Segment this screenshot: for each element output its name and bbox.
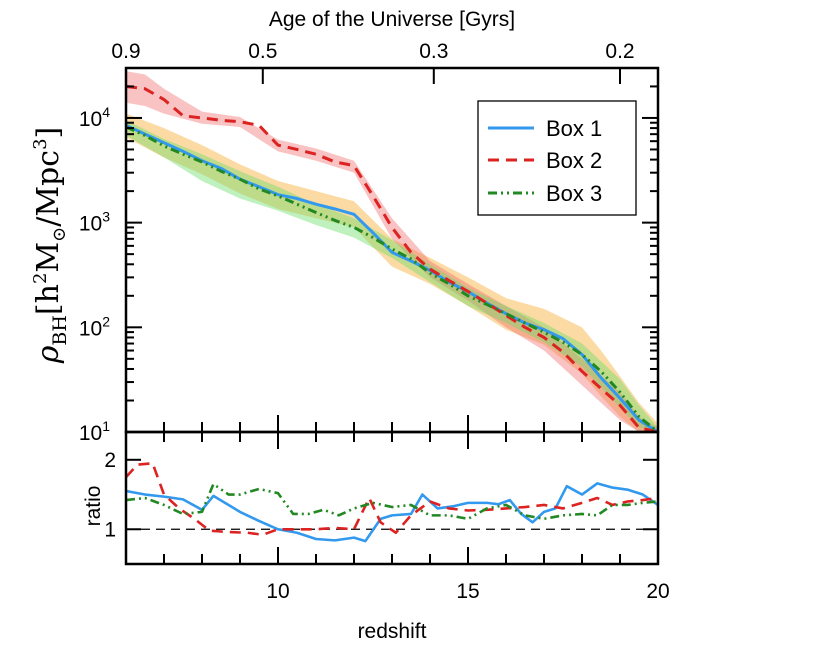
ratio-line-box-3 <box>126 482 658 521</box>
main-series-lines <box>126 84 658 432</box>
x-tick-label: 20 <box>646 580 669 603</box>
top-tick-label: 0.5 <box>248 40 277 63</box>
y-label-sub: BH <box>49 315 71 346</box>
series-line-box-1 <box>126 123 658 432</box>
y-label-odot: ⊙ <box>49 227 70 242</box>
uncertainty-bands <box>126 71 658 432</box>
ratio-y-tick-label: 2 <box>104 449 116 472</box>
band-box-1 <box>126 113 658 432</box>
legend-label-box-3: Box 3 <box>546 181 602 206</box>
band-box-2 <box>126 71 658 432</box>
y-tick-label: 103 <box>79 209 110 236</box>
top-axis-title: Age of the Universe [Gyrs] <box>269 8 515 31</box>
y-tick-label: 101 <box>79 418 110 445</box>
y-label-mpc: /Mpc <box>31 150 66 227</box>
axis-ticks <box>125 67 659 564</box>
y-label-rho: ρ <box>31 345 66 364</box>
x-tick-label: 10 <box>266 580 289 603</box>
axis-tick-labels: 10 15 20 0.9 0.5 0.3 0.2 101 102 103 104 1 2 <box>79 40 670 603</box>
y-tick-label: 102 <box>79 313 110 340</box>
y-label-sup2: 2 <box>30 273 51 284</box>
main-y-axis-label: ρBH[h2M⊙/Mpc3] <box>30 127 71 365</box>
y-label-open: [h <box>31 284 66 315</box>
y-label-msun: M <box>31 242 66 273</box>
x-axis-title: redshift <box>358 620 427 643</box>
legend-label-box-2: Box 2 <box>546 148 602 173</box>
legend-box <box>477 100 637 216</box>
ratio-series-lines <box>126 461 658 543</box>
band-box-3 <box>126 120 658 432</box>
series-line-box-2 <box>126 84 658 432</box>
legend-label-box-1: Box 1 <box>546 116 602 141</box>
top-tick-label: 0.2 <box>605 40 634 63</box>
legend: Box 1 Box 2 Box 3 <box>477 100 637 216</box>
top-tick-label: 0.3 <box>419 40 448 63</box>
y-tick-label: 104 <box>79 104 110 131</box>
y-label-sup3: 3 <box>30 138 51 149</box>
ratio-line-box-1 <box>126 482 658 543</box>
top-tick-label: 0.9 <box>111 40 140 63</box>
series-line-box-3 <box>126 125 658 432</box>
ratio-y-tick-label: 1 <box>104 518 116 541</box>
ratio-line-box-2 <box>126 461 658 537</box>
x-tick-label: 15 <box>456 580 479 603</box>
y-label-close: ] <box>31 127 66 139</box>
ratio-y-axis-label: ratio <box>82 486 105 527</box>
ratio-panel-frame <box>124 430 660 566</box>
